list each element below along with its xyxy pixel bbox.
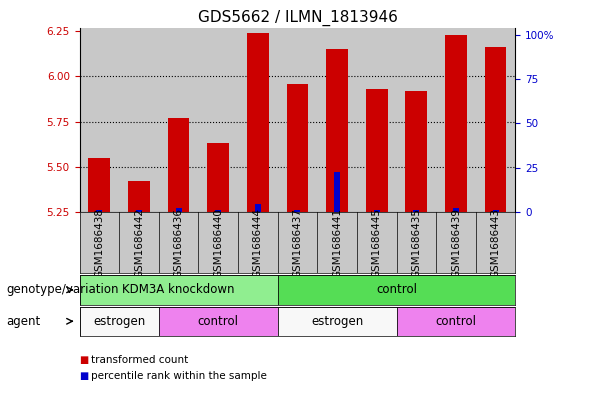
Bar xyxy=(326,49,348,212)
Text: percentile rank within the sample: percentile rank within the sample xyxy=(91,371,267,382)
Text: GSM1686443: GSM1686443 xyxy=(491,208,501,278)
Bar xyxy=(476,28,515,212)
Bar xyxy=(80,275,277,305)
Bar xyxy=(80,307,159,336)
Bar xyxy=(159,28,198,212)
Text: GSM1686436: GSM1686436 xyxy=(174,208,184,278)
Bar xyxy=(277,275,515,305)
Title: GDS5662 / ILMN_1813946: GDS5662 / ILMN_1813946 xyxy=(197,10,398,26)
Bar xyxy=(396,28,436,212)
Bar xyxy=(80,28,119,212)
Bar xyxy=(128,182,150,212)
Bar xyxy=(445,35,467,212)
Text: transformed count: transformed count xyxy=(91,354,188,365)
Bar xyxy=(159,307,277,336)
Bar xyxy=(334,173,340,212)
Bar xyxy=(485,48,507,212)
Bar xyxy=(168,118,190,212)
Bar xyxy=(136,209,142,212)
Bar xyxy=(453,208,459,212)
Bar xyxy=(238,28,277,212)
Text: ■: ■ xyxy=(80,354,89,365)
Bar xyxy=(294,209,300,212)
Bar xyxy=(277,28,317,212)
Text: GSM1686444: GSM1686444 xyxy=(253,208,263,278)
Bar xyxy=(436,28,476,212)
Bar xyxy=(373,209,380,212)
Text: estrogen: estrogen xyxy=(311,315,363,328)
Text: estrogen: estrogen xyxy=(93,315,145,328)
Text: GSM1686439: GSM1686439 xyxy=(451,208,461,278)
Text: GSM1686437: GSM1686437 xyxy=(293,208,302,278)
Bar xyxy=(405,91,427,212)
Bar xyxy=(119,28,159,212)
Text: GSM1686441: GSM1686441 xyxy=(332,208,342,278)
Bar xyxy=(247,33,269,212)
Bar xyxy=(215,209,221,212)
Bar xyxy=(176,208,181,212)
Bar xyxy=(255,204,261,212)
Text: GSM1686445: GSM1686445 xyxy=(372,208,382,278)
Text: GSM1686438: GSM1686438 xyxy=(94,208,104,278)
Text: control: control xyxy=(198,315,239,328)
Text: genotype/variation: genotype/variation xyxy=(6,283,118,296)
Text: GSM1686435: GSM1686435 xyxy=(411,208,421,278)
Bar xyxy=(286,84,309,212)
Bar xyxy=(492,209,499,212)
Bar xyxy=(366,89,388,212)
Bar xyxy=(396,307,515,336)
Bar xyxy=(357,28,396,212)
Bar xyxy=(198,28,238,212)
Bar xyxy=(88,158,110,212)
Text: control: control xyxy=(376,283,417,296)
Text: GSM1686442: GSM1686442 xyxy=(134,208,144,278)
Text: agent: agent xyxy=(6,315,40,328)
Bar xyxy=(317,28,357,212)
Bar xyxy=(207,143,229,212)
Bar xyxy=(277,307,396,336)
Bar xyxy=(413,209,419,212)
Text: ■: ■ xyxy=(80,371,89,382)
Text: control: control xyxy=(435,315,477,328)
Bar xyxy=(96,209,102,212)
Text: GSM1686440: GSM1686440 xyxy=(213,208,223,277)
Text: KDM3A knockdown: KDM3A knockdown xyxy=(123,283,235,296)
